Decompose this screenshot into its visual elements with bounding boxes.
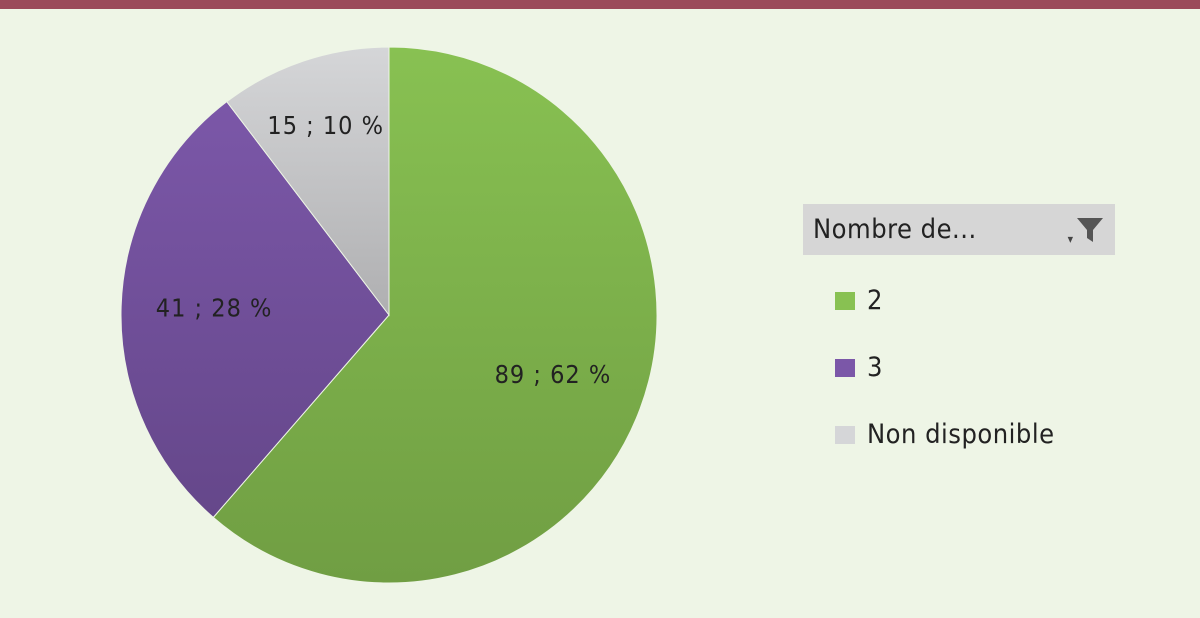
- pie-data-label: 41 ; 28 %: [156, 293, 273, 322]
- legend-item[interactable]: Non disponible: [835, 401, 1115, 468]
- legend-item-label: Non disponible: [867, 419, 1055, 450]
- legend-title: Nombre de...: [813, 214, 977, 245]
- legend-item[interactable]: 2: [835, 267, 1115, 334]
- legend-item-label: 3: [867, 352, 883, 383]
- pie-slice-2[interactable]: [212, 46, 658, 584]
- legend-item[interactable]: 3: [835, 334, 1115, 401]
- pie-data-label: 89 ; 62 %: [495, 360, 612, 389]
- pie-slice-non-disponible[interactable]: [226, 46, 390, 317]
- pie-data-label: 15 ; 10 %: [267, 111, 384, 140]
- legend-swatch: [835, 358, 855, 377]
- chart-legend: Nombre de... ▾ 2 3 Non disponible: [803, 204, 1115, 468]
- legend-filter-button[interactable]: ▾: [1068, 215, 1105, 245]
- pie-chart-area: 89 ; 62 % 41 ; 28 % 15 ; 10 % Nombre de...…: [0, 9, 1200, 618]
- top-accent-bar: [0, 0, 1200, 9]
- legend-swatch: [835, 291, 855, 310]
- legend-items: 2 3 Non disponible: [803, 267, 1115, 468]
- legend-header: Nombre de... ▾: [803, 204, 1115, 255]
- dropdown-arrow-icon: ▾: [1067, 231, 1073, 246]
- legend-swatch: [835, 425, 855, 444]
- filter-icon: [1077, 217, 1103, 242]
- pie-chart: 89 ; 62 % 41 ; 28 % 15 ; 10 %: [120, 46, 658, 584]
- pie-slice-3[interactable]: [120, 100, 390, 519]
- legend-item-label: 2: [867, 285, 883, 316]
